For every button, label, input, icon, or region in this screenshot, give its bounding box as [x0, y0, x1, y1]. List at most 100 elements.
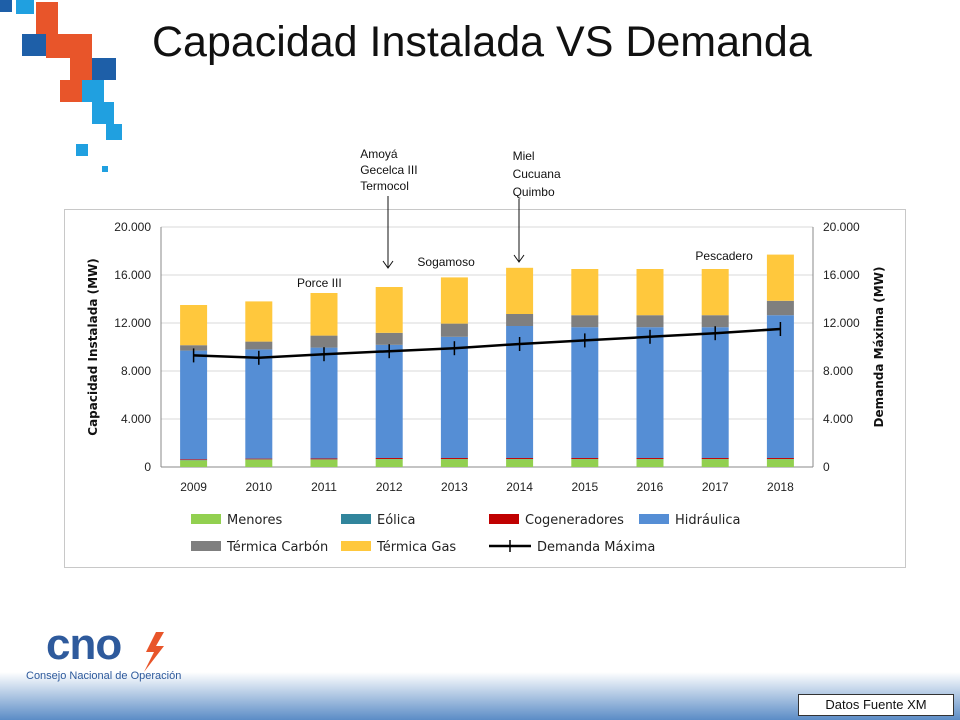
bar-segment: [440, 323, 468, 337]
cno-logo: [144, 632, 164, 672]
deco-square: [92, 58, 116, 80]
x-tick-label: 2013: [441, 480, 468, 494]
y-tick-label: 12.000: [114, 316, 151, 330]
callout-2018: Pescadero: [695, 249, 753, 263]
y-tick-label: 0: [144, 460, 151, 474]
legend-label: Demanda Máxima: [537, 540, 655, 555]
deco-square: [102, 166, 108, 172]
bar-segment: [310, 293, 338, 336]
bar-segment: [506, 459, 534, 467]
legend-swatch: [191, 541, 221, 551]
bar-segment: [636, 458, 664, 459]
deco-square: [92, 102, 114, 124]
bar-segment: [701, 327, 729, 458]
legend-label: Eólica: [377, 513, 416, 528]
y-tick-label: 20.000: [114, 220, 151, 234]
deco-square: [16, 0, 34, 14]
x-tick-label: 2010: [245, 480, 272, 494]
bar-segment: [440, 277, 468, 324]
y-tick-label: 4.000: [121, 412, 151, 426]
legend-swatch: [341, 514, 371, 524]
legend-swatch: [489, 514, 519, 524]
bar-segment: [506, 267, 534, 314]
bar-segment: [180, 459, 208, 461]
deco-square: [36, 2, 58, 36]
bar-segment: [310, 335, 338, 348]
y2-tick-label: 0: [823, 460, 830, 474]
bar-segment: [636, 327, 664, 458]
y-tick-label: 16.000: [114, 268, 151, 282]
y2-tick-label: 20.000: [823, 220, 860, 234]
bar-segment: [310, 347, 338, 459]
bar-segment: [571, 458, 599, 459]
bar-segment: [375, 287, 403, 333]
y2-axis-title: Demanda Máxima (MW): [872, 267, 886, 428]
bar-segment: [245, 349, 273, 459]
bar-segment: [571, 269, 599, 316]
y2-tick-label: 8.000: [823, 364, 853, 378]
callout-2011: Porce III: [297, 276, 342, 290]
bar-segment: [375, 344, 403, 458]
callout-arrow-head: [513, 254, 525, 263]
logo-wordmark: cno: [46, 620, 122, 669]
bar-segment: [375, 332, 403, 345]
bar-segment: [701, 459, 729, 467]
bar-segment: [766, 459, 794, 467]
bar-segment: [701, 458, 729, 459]
bar-segment: [440, 459, 468, 467]
deco-square: [76, 144, 88, 156]
x-tick-label: 2015: [571, 480, 598, 494]
bar-segment: [440, 336, 468, 458]
y2-tick-label: 4.000: [823, 412, 853, 426]
bar-segment: [636, 315, 664, 328]
bar-segment: [571, 327, 599, 458]
logo-bolt: [144, 632, 164, 672]
bar-segment: [440, 458, 468, 459]
slide-title: Capacidad Instalada VS Demanda: [152, 18, 812, 66]
deco-square: [70, 58, 92, 80]
bar-segment: [636, 459, 664, 467]
bar-segment: [180, 305, 208, 346]
deco-square: [82, 80, 104, 102]
bar-segment: [766, 458, 794, 459]
bar-segment: [245, 458, 273, 460]
deco-square: [0, 0, 12, 12]
bar-segment: [766, 315, 794, 458]
x-tick-label: 2017: [702, 480, 729, 494]
bar-segment: [245, 341, 273, 350]
bar-segment: [375, 459, 403, 467]
y-tick-label: 8.000: [121, 364, 151, 378]
bar-segment: [701, 269, 729, 316]
x-tick-label: 2018: [767, 480, 794, 494]
callout-arrow: [382, 196, 394, 269]
x-tick-label: 2011: [311, 480, 337, 494]
deco-square: [106, 124, 122, 140]
bar-segment: [245, 459, 273, 467]
deco-square: [22, 34, 46, 56]
bar-segment: [310, 458, 338, 460]
y2-tick-label: 16.000: [823, 268, 860, 282]
bar-segment: [180, 350, 208, 460]
bar-segment: [375, 458, 403, 459]
deco-square: [46, 34, 92, 58]
callout-arrow-head: [382, 260, 394, 269]
callout-2013: Sogamoso: [417, 255, 475, 269]
bar-segment: [636, 269, 664, 316]
legend-swatch: [341, 541, 371, 551]
bar-segment: [701, 315, 729, 328]
bar-segment: [506, 458, 534, 459]
x-tick-label: 2009: [180, 480, 207, 494]
demand-line: [193, 327, 781, 360]
bar-segment: [180, 460, 208, 467]
callout-2014: Miel Cucuana Quimbo: [512, 149, 561, 199]
source-note: Datos Fuente XM: [798, 694, 954, 716]
legend-label: Menores: [227, 513, 282, 528]
x-tick-label: 2016: [637, 480, 664, 494]
y-axis-title: Capacidad Instalada (MW): [86, 258, 100, 435]
legend-swatch: [639, 514, 669, 524]
bar-segment: [766, 254, 794, 301]
bar-segment: [766, 300, 794, 316]
callout-arrow: [513, 199, 525, 263]
bar-segment: [571, 315, 599, 328]
legend-label: Térmica Carbón: [226, 540, 328, 555]
